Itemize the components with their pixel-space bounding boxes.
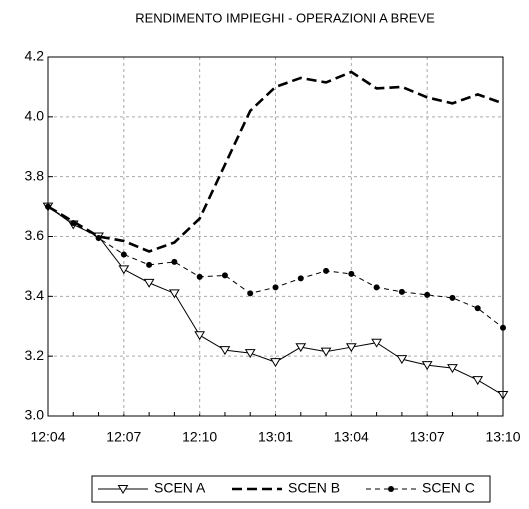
x-tick-label: 13:04	[334, 429, 369, 445]
y-tick-label: 3.4	[25, 287, 45, 303]
marker	[247, 290, 254, 297]
y-tick-label: 4.2	[25, 48, 45, 64]
legend-marker	[388, 486, 394, 492]
x-tick-label: 13:01	[258, 429, 293, 445]
marker	[320, 347, 332, 357]
marker	[421, 361, 433, 371]
x-tick-label: 13:07	[410, 429, 445, 445]
marker	[270, 358, 281, 368]
legend-label: SCEN A	[154, 480, 206, 496]
chart-title: RENDIMENTO IMPIEGHI - OPERAZIONI A BREVE	[135, 10, 435, 25]
marker	[118, 265, 130, 275]
marker	[272, 284, 279, 291]
marker	[143, 278, 155, 288]
x-tick-label: 12:10	[182, 429, 217, 445]
marker	[396, 355, 408, 365]
series-line	[47, 70, 504, 253]
legend-label: SCEN C	[422, 480, 475, 496]
marker	[371, 338, 382, 348]
y-tick-label: 3.0	[25, 407, 45, 423]
marker	[120, 251, 127, 258]
marker	[323, 267, 330, 274]
y-tick-label: 4.0	[25, 108, 45, 124]
y-tick-label: 3.2	[25, 347, 45, 363]
marker	[297, 275, 304, 282]
marker	[244, 349, 256, 359]
marker	[345, 343, 357, 353]
marker	[348, 270, 355, 277]
x-tick-label: 12:04	[30, 429, 65, 445]
plot-frame	[47, 56, 504, 417]
marker	[221, 272, 228, 279]
marker	[472, 376, 484, 386]
legend-box	[91, 475, 491, 503]
marker	[219, 346, 231, 356]
marker	[95, 234, 102, 241]
marker	[474, 305, 481, 312]
marker	[196, 273, 203, 280]
y-tick-label: 3.8	[25, 167, 45, 183]
marker	[424, 291, 431, 298]
marker	[295, 343, 307, 353]
x-tick-label: 12:07	[106, 429, 141, 445]
x-tick-label: 13:10	[485, 429, 520, 445]
marker	[169, 289, 180, 299]
legend-marker	[117, 485, 129, 494]
marker	[449, 294, 456, 301]
marker	[447, 364, 458, 374]
marker	[194, 331, 206, 341]
y-tick-label: 3.6	[25, 227, 45, 243]
marker	[373, 284, 380, 291]
marker	[70, 220, 77, 227]
marker	[146, 261, 153, 268]
marker	[171, 258, 178, 265]
marker	[398, 288, 405, 295]
legend-label: SCEN B	[288, 480, 340, 496]
